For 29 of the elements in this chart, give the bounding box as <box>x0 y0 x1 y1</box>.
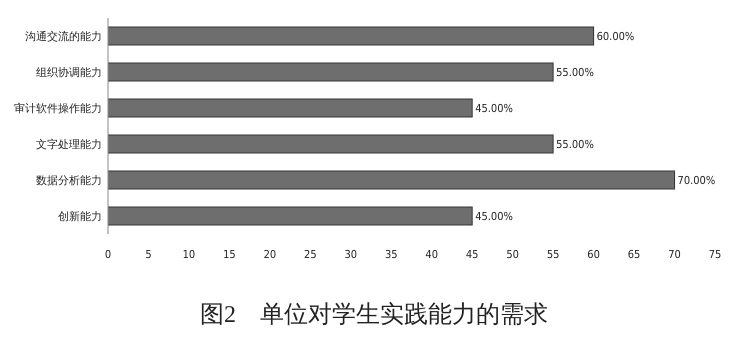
x-tick-label: 5 <box>145 248 152 261</box>
x-tick-label: 40 <box>425 248 438 261</box>
y-tick-label: 审计软件操作能力 <box>14 102 102 115</box>
x-tick-label: 60 <box>587 248 600 261</box>
data-label: 60.00% <box>596 30 634 43</box>
x-tick-label: 45 <box>466 248 478 261</box>
x-tick-label: 35 <box>384 248 398 261</box>
text: 图2 单位对学生实践能力的需求 <box>200 301 548 328</box>
x-tick-label: 55 <box>546 248 560 261</box>
x-tick-label: 70 <box>668 248 681 261</box>
x-tick-label: 30 <box>344 248 358 261</box>
x-tick-label: 10 <box>182 248 196 261</box>
data-label: 55.00% <box>556 66 594 79</box>
x-tick-label: 65 <box>628 248 640 261</box>
y-tick-label: 数据分析能力 <box>36 174 102 187</box>
x-tick-label: 25 <box>304 248 317 261</box>
x-tick-label: 20 <box>264 248 276 261</box>
data-label: 45.00% <box>475 210 513 223</box>
x-tick-label: 75 <box>708 248 722 261</box>
y-tick-label: 创新能力 <box>58 210 102 223</box>
y-tick-label: 沟通交流的能力 <box>25 30 102 43</box>
x-tick-label: 50 <box>506 248 519 261</box>
data-label: 70.00% <box>678 174 716 187</box>
y-tick-label: 文字处理能力 <box>36 138 102 151</box>
x-tick-label: 0 <box>104 248 112 261</box>
data-label: 45.00% <box>475 102 513 115</box>
y-tick-label: 组织协调能力 <box>36 66 102 79</box>
x-tick-label: 15 <box>223 248 236 261</box>
data-label: 55.00% <box>556 138 594 151</box>
